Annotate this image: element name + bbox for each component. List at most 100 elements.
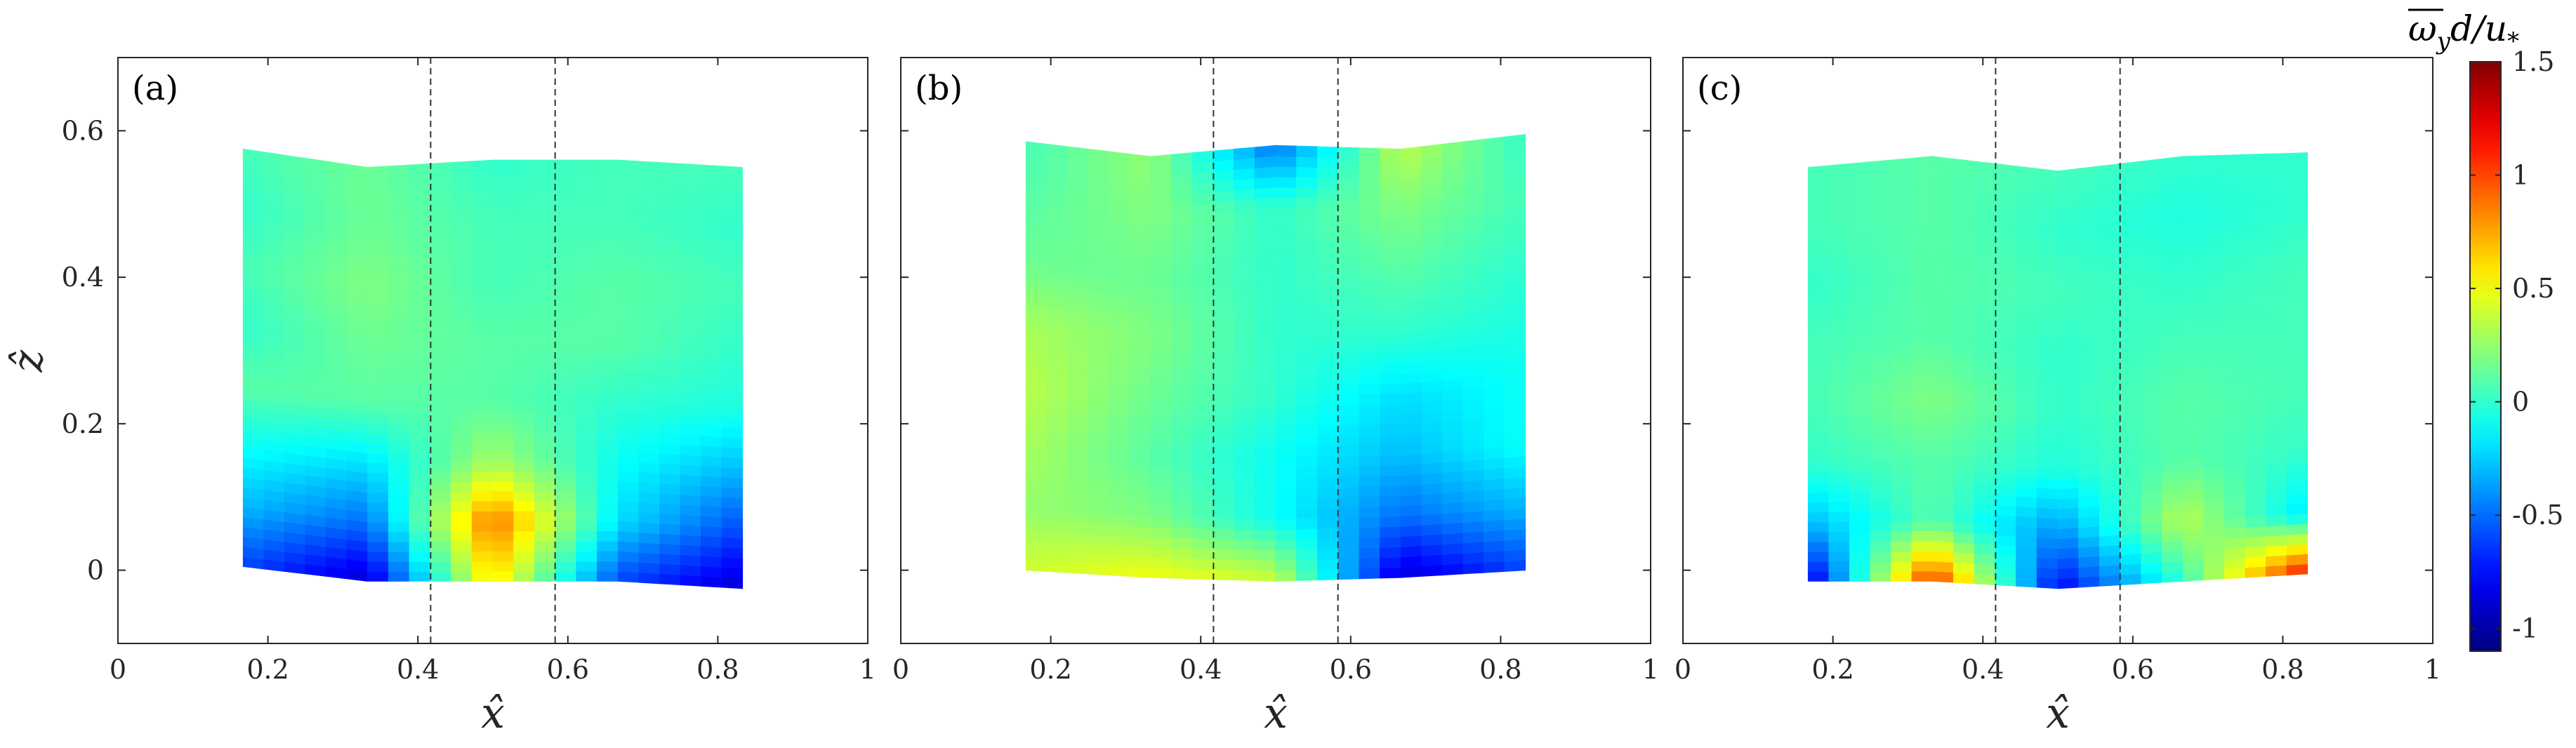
heatmap-cell	[617, 390, 640, 403]
heatmap-cell	[388, 521, 410, 533]
heatmap-cell	[576, 220, 598, 231]
heatmap-cell	[1953, 158, 1975, 172]
heatmap-cell	[680, 474, 701, 486]
heatmap-cell	[1067, 531, 1089, 545]
heatmap-cell	[367, 294, 389, 306]
heatmap-cell	[1317, 321, 1339, 333]
heatmap-cell	[1400, 524, 1422, 537]
heatmap-cell	[1254, 207, 1276, 220]
heatmap-cell	[2224, 476, 2246, 489]
heatmap-cell	[576, 490, 598, 502]
heatmap-cell	[1870, 380, 1891, 392]
heatmap-cell	[471, 460, 494, 472]
heatmap-cell	[2203, 326, 2225, 338]
heatmap-cell	[1150, 426, 1172, 438]
heatmap-cell	[1359, 557, 1381, 569]
heatmap-cell	[1213, 312, 1234, 325]
heatmap-cell	[1337, 290, 1360, 302]
heatmap-cell	[1911, 156, 1934, 169]
heatmap-cell	[2224, 507, 2246, 519]
heatmap-cell	[659, 232, 681, 245]
heatmap-cell	[451, 191, 473, 203]
heatmap-cell	[638, 261, 660, 274]
heatmap-cell	[1380, 352, 1401, 364]
heatmap-cell	[451, 180, 473, 193]
heatmap-cell	[430, 162, 451, 175]
heatmap-cell	[1870, 530, 1891, 542]
heatmap-cell	[2286, 543, 2309, 556]
heatmap-cell	[1025, 488, 1048, 501]
heatmap-cell	[1234, 198, 1255, 211]
heatmap-cell	[513, 470, 535, 481]
heatmap-cell	[1317, 465, 1339, 478]
heatmap-cell	[597, 290, 619, 301]
heatmap-cell	[1317, 568, 1339, 581]
heatmap-cell	[1296, 269, 1318, 281]
heatmap-cell	[1191, 517, 1214, 529]
heatmap-cell	[1150, 456, 1172, 468]
heatmap-cell	[1870, 500, 1891, 512]
heatmap-cell	[555, 400, 577, 411]
heatmap-cell	[2266, 564, 2287, 577]
heatmap-cell	[2057, 467, 2080, 480]
heatmap-cell	[1109, 494, 1130, 507]
heatmap-cell	[513, 210, 535, 221]
heatmap-cell	[1129, 535, 1151, 548]
heatmap-cell	[1849, 401, 1871, 413]
heatmap-cell	[1254, 186, 1276, 199]
heatmap-cell	[701, 314, 722, 328]
heatmap-cell	[1380, 220, 1401, 232]
heatmap-cell	[1380, 189, 1401, 201]
heatmap-cell	[555, 510, 577, 521]
heatmap-cell	[2162, 540, 2184, 553]
heatmap-cell	[1828, 451, 1850, 463]
heatmap-cell	[1911, 227, 1934, 239]
heatmap-cell	[1828, 530, 1850, 542]
heatmap-cell	[1191, 395, 1214, 407]
heatmap-cell	[701, 244, 722, 257]
heatmap-cell	[409, 292, 431, 305]
heatmap-cell	[430, 511, 451, 522]
heatmap-cell	[2203, 154, 2225, 166]
heatmap-cell	[2057, 577, 2080, 589]
heatmap-cell	[367, 195, 389, 208]
heatmap-cell	[1911, 216, 1934, 229]
x-tick-label: 0.2	[246, 654, 289, 685]
heatmap-cell	[1337, 187, 1360, 200]
heatmap-cell	[597, 480, 619, 492]
heatmap-cell	[1337, 280, 1360, 292]
heatmap-cell	[2162, 156, 2184, 170]
heatmap-cell	[1191, 537, 1214, 549]
heatmap-cell	[388, 551, 410, 562]
heatmap-cell	[1296, 239, 1318, 251]
heatmap-cell	[1150, 446, 1172, 458]
heatmap-cell	[471, 159, 494, 172]
heatmap-cell	[1234, 467, 1255, 478]
heatmap-cell	[1807, 373, 1830, 385]
heatmap-cell	[1275, 518, 1297, 530]
heatmap-cell	[1254, 248, 1276, 262]
heatmap-cell	[1234, 538, 1255, 550]
heatmap-cell	[2120, 512, 2142, 526]
heatmap-cell	[1296, 435, 1318, 447]
heatmap-cell	[1317, 455, 1339, 467]
heatmap-cell	[2224, 265, 2246, 277]
heatmap-cell	[534, 561, 556, 572]
heatmap-cell	[1296, 455, 1318, 467]
heatmap-cell	[2245, 545, 2266, 558]
heatmap-cell	[1254, 518, 1276, 530]
heatmap-cell	[1807, 521, 1830, 533]
heatmap-cell	[471, 260, 494, 272]
heatmap-cell	[388, 342, 410, 354]
heatmap-cell	[388, 462, 410, 473]
heatmap-cell	[1807, 274, 1830, 286]
heatmap-cell	[1046, 540, 1068, 553]
heatmap-cell	[2266, 323, 2287, 335]
heatmap-cell	[1150, 375, 1172, 388]
heatmap-cell	[680, 373, 701, 387]
heatmap-cell	[597, 570, 619, 582]
heatmap-cell	[638, 451, 660, 464]
heatmap-cell	[1891, 460, 1913, 472]
heatmap-cell	[2182, 367, 2205, 380]
heatmap-cell	[451, 500, 473, 512]
